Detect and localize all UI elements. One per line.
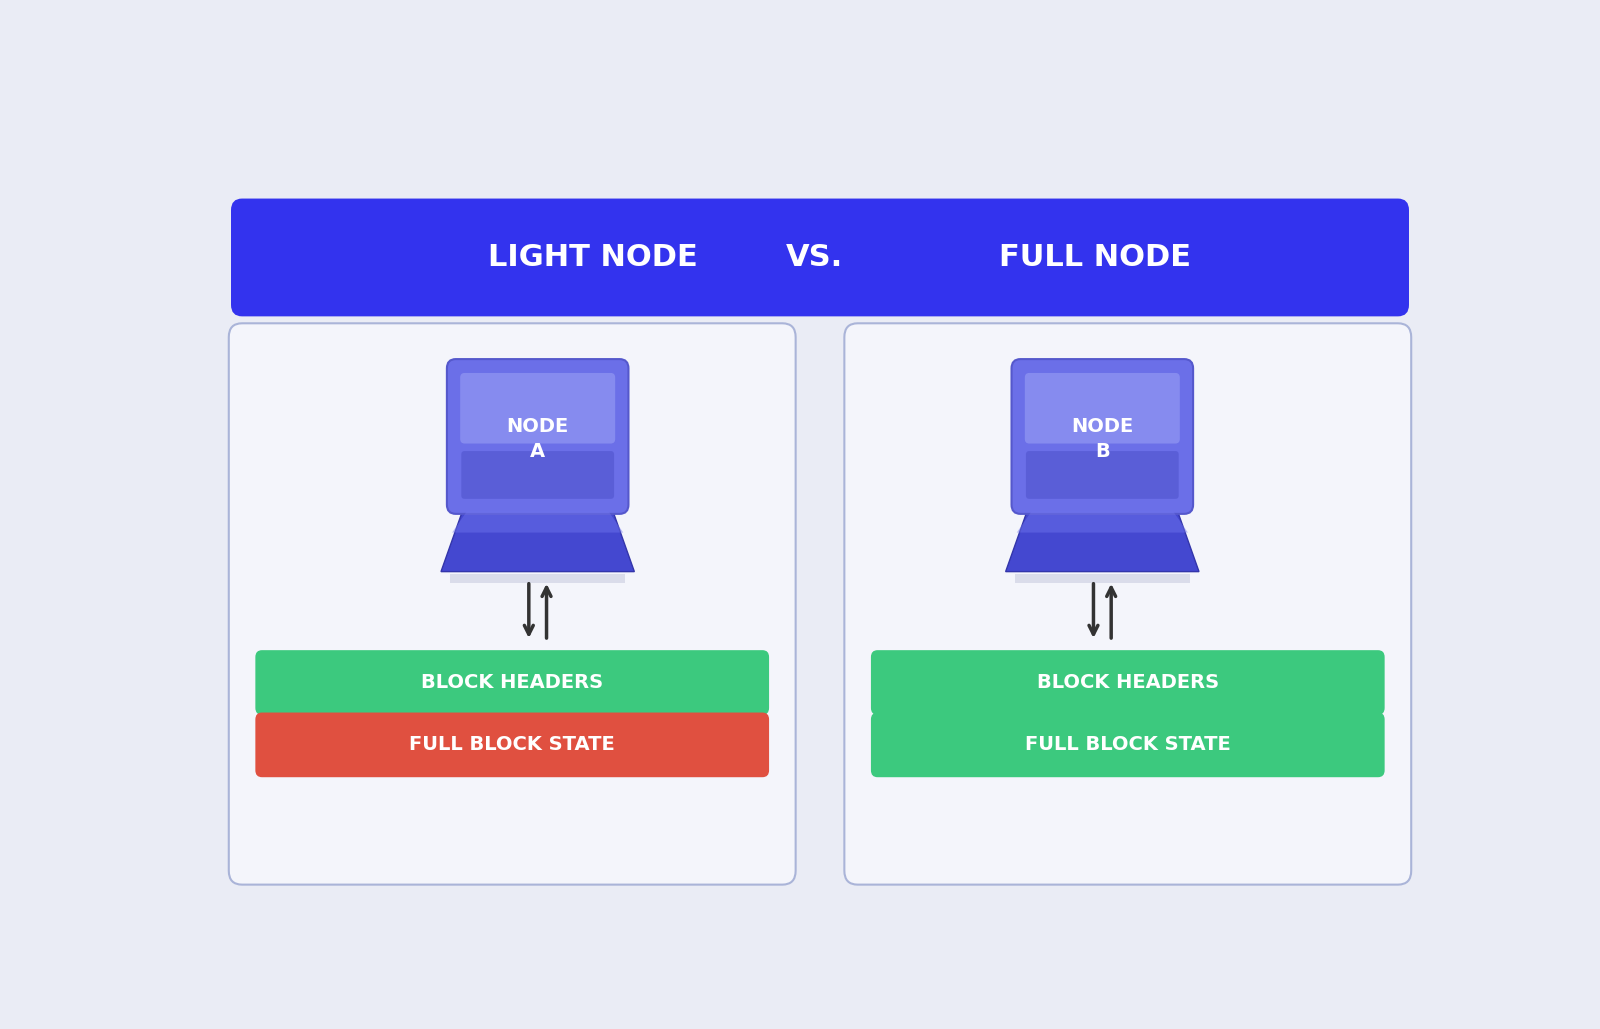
Text: BLOCK HEADERS: BLOCK HEADERS <box>421 673 603 691</box>
Text: NODE
A: NODE A <box>507 417 570 461</box>
FancyBboxPatch shape <box>870 650 1384 715</box>
FancyBboxPatch shape <box>1011 359 1194 513</box>
FancyBboxPatch shape <box>870 712 1384 777</box>
Text: BLOCK HEADERS: BLOCK HEADERS <box>1037 673 1219 691</box>
FancyBboxPatch shape <box>256 712 770 777</box>
FancyBboxPatch shape <box>461 451 614 499</box>
FancyBboxPatch shape <box>461 372 614 443</box>
Text: LIGHT NODE: LIGHT NODE <box>488 243 698 272</box>
FancyBboxPatch shape <box>1026 451 1179 499</box>
Text: FULL BLOCK STATE: FULL BLOCK STATE <box>410 736 614 754</box>
Polygon shape <box>1006 511 1198 572</box>
Text: FULL BLOCK STATE: FULL BLOCK STATE <box>1026 736 1230 754</box>
Polygon shape <box>1016 511 1187 533</box>
Polygon shape <box>453 511 624 533</box>
FancyBboxPatch shape <box>256 650 770 715</box>
FancyBboxPatch shape <box>446 359 629 513</box>
FancyBboxPatch shape <box>229 323 795 885</box>
Text: VS.: VS. <box>786 243 843 272</box>
FancyBboxPatch shape <box>230 199 1410 316</box>
Text: NODE
B: NODE B <box>1070 417 1133 461</box>
Text: FULL NODE: FULL NODE <box>998 243 1190 272</box>
Polygon shape <box>1014 574 1190 583</box>
FancyBboxPatch shape <box>1026 372 1179 443</box>
Polygon shape <box>442 511 634 572</box>
FancyBboxPatch shape <box>845 323 1411 885</box>
Polygon shape <box>450 574 626 583</box>
